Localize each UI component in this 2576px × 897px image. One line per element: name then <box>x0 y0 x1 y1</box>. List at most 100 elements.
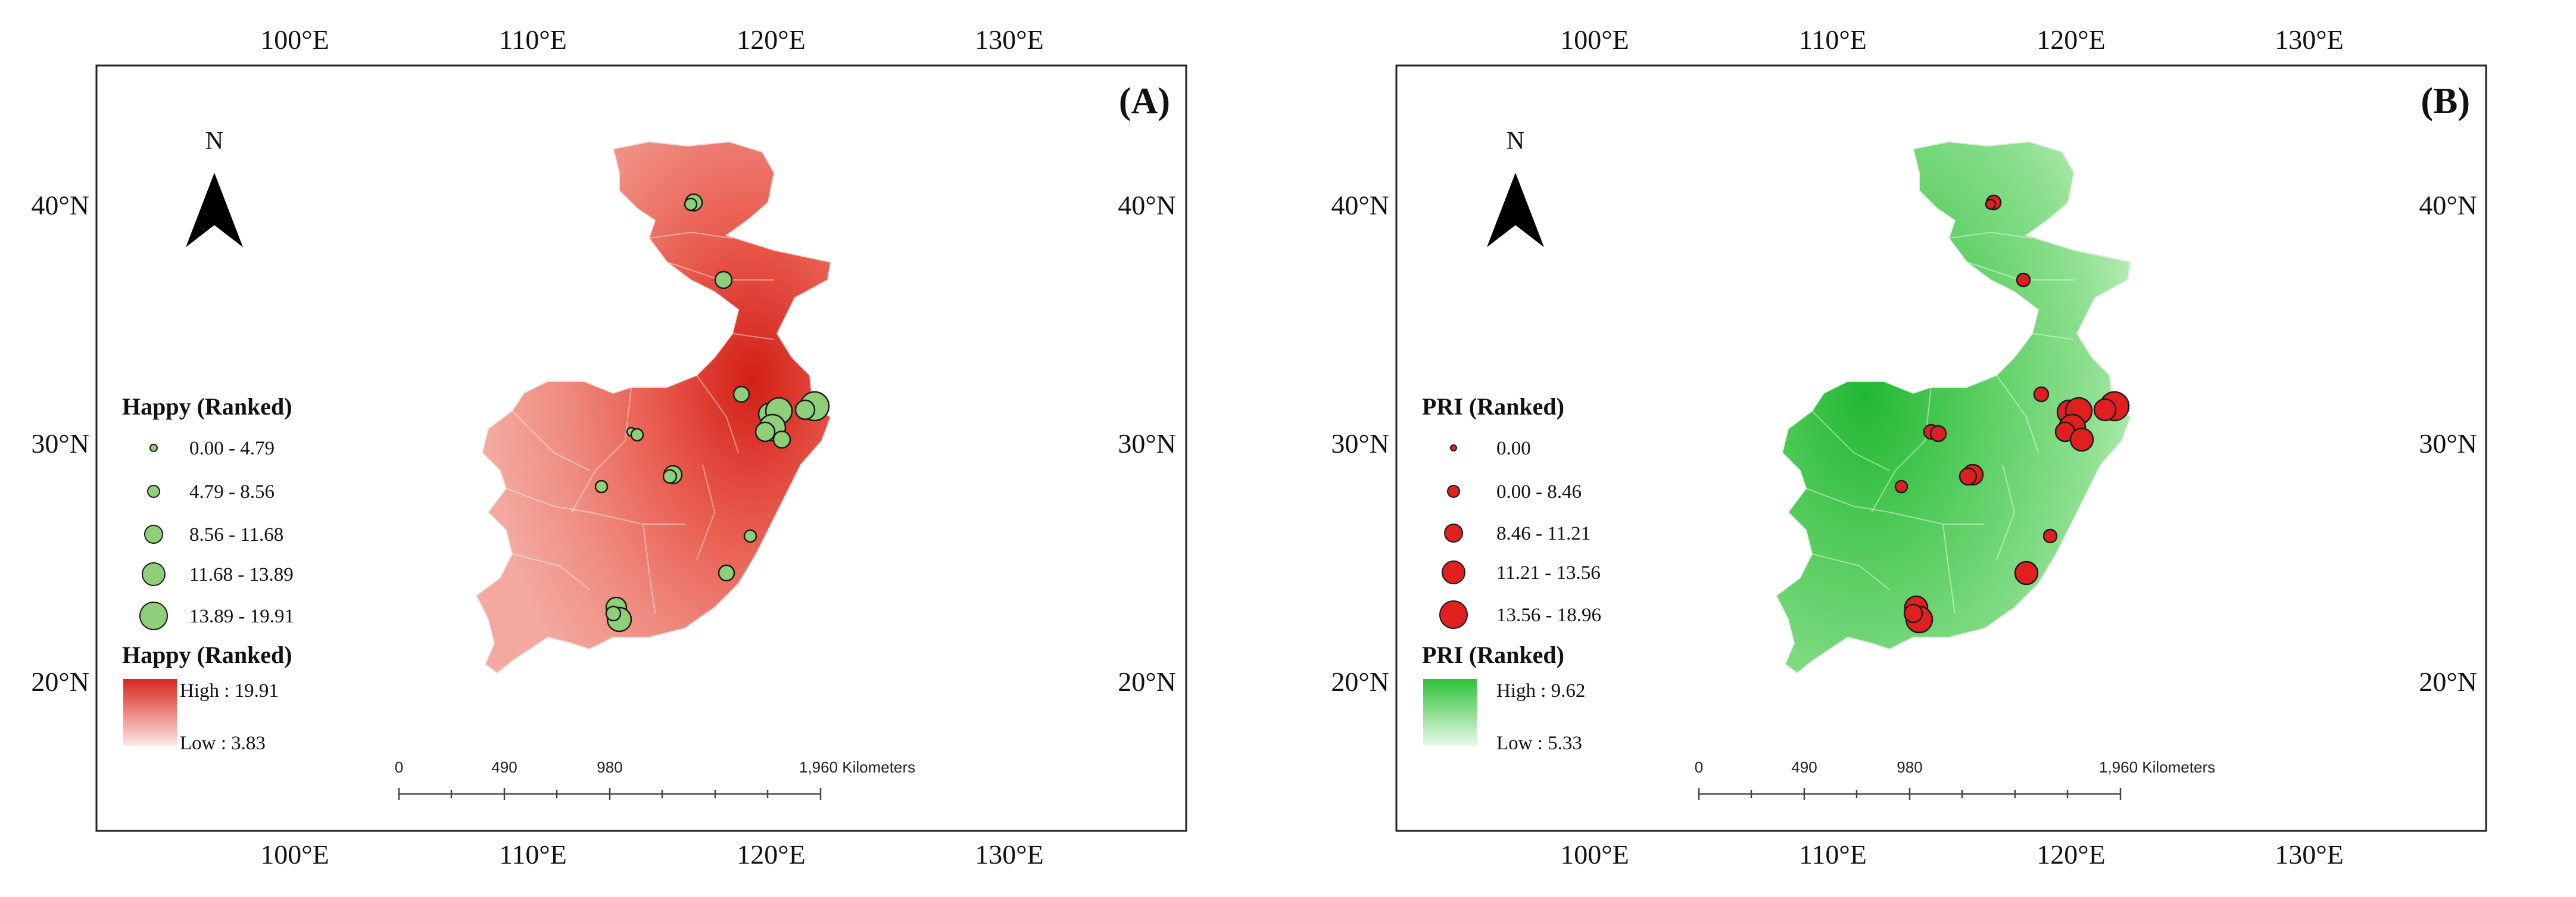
map-panel-happy: 100°E 110°E 120°E 130°E 100°E 110°E 120°… <box>31 24 1187 870</box>
north-label: N <box>1507 127 1524 155</box>
region-surface <box>1775 141 2132 674</box>
tick-label: 100°E <box>260 24 329 55</box>
scale-label: 0 <box>395 758 403 776</box>
tick-label: 30°N <box>1118 428 1176 459</box>
scale-label: 1,960 Kilometers <box>2099 758 2215 776</box>
city-point <box>772 430 791 449</box>
legend-item: 8.46 - 11.21 <box>1496 523 1590 544</box>
legend-symbol <box>1450 444 1457 451</box>
tick-label: 130°E <box>975 839 1044 870</box>
region-surface <box>475 141 832 674</box>
city-points <box>1894 194 2130 634</box>
tick-label: 130°E <box>2275 839 2344 870</box>
legend-symbol <box>1444 524 1463 543</box>
panel-label: (B) <box>2421 81 2470 122</box>
tick-label: 40°N <box>2419 190 2477 220</box>
legend-title: Happy (Ranked) <box>122 393 292 420</box>
legend-symbol <box>142 562 166 586</box>
legend-item: 13.56 - 18.96 <box>1496 605 1601 626</box>
city-points <box>594 193 830 633</box>
scale-bar: 0 490 980 1,960 Kilometers <box>395 758 915 800</box>
legend-high: High : 19.91 <box>180 680 279 702</box>
tick-label: 40°N <box>1331 190 1389 220</box>
legend-title: PRI (Ranked) <box>1422 393 1564 420</box>
city-point <box>684 197 698 211</box>
north-arrow-icon: N <box>1487 127 1544 247</box>
tick-label: 20°N <box>1331 666 1389 697</box>
city-point <box>1894 479 1908 494</box>
tick-label: 20°N <box>1118 666 1176 697</box>
city-point <box>1903 603 1923 624</box>
legend-item: 0.00 - 4.79 <box>189 438 275 459</box>
tick-label: 120°E <box>2037 839 2106 870</box>
map-frame <box>1395 64 2487 832</box>
tick-label: 40°N <box>31 190 89 220</box>
surface-legend: Happy (Ranked) High : 19.91 Low : 3.83 <box>122 641 292 754</box>
city-point <box>2014 560 2039 585</box>
right-latitude-ticks: 40°N 30°N 20°N <box>1118 190 1176 697</box>
panel-label: (A) <box>1119 81 1170 122</box>
city-point <box>662 469 678 484</box>
legend-symbol <box>1447 485 1460 498</box>
tick-label: 30°N <box>2419 428 2477 459</box>
map-panel-pri: 100°E 110°E 120°E 130°E 100°E 110°E 120°… <box>1331 24 2487 870</box>
bottom-longitude-ticks: 100°E 110°E 120°E 130°E <box>260 839 1044 870</box>
city-point <box>2069 427 2094 452</box>
north-label: N <box>205 127 223 155</box>
legend-item: 13.89 - 19.91 <box>189 606 294 627</box>
tick-label: 100°E <box>1560 839 1629 870</box>
legend-symbol <box>1442 560 1465 584</box>
north-arrow-icon: N <box>186 127 243 247</box>
scale-label: 0 <box>1695 758 1703 776</box>
city-point <box>2093 398 2117 422</box>
city-point <box>2042 528 2058 544</box>
scale-label: 490 <box>1791 758 1817 776</box>
tick-label: 120°E <box>737 24 806 55</box>
city-point <box>718 564 735 582</box>
tick-label: 120°E <box>737 839 806 870</box>
points-legend: PRI (Ranked) 0.00 0.00 - 8.46 8.46 - 11.… <box>1422 393 1601 629</box>
legend-title: PRI (Ranked) <box>1422 641 1564 668</box>
legend-symbol <box>139 602 168 630</box>
tick-label: 110°E <box>499 839 567 870</box>
scale-label: 980 <box>597 758 622 776</box>
legend-item: 0.00 <box>1496 438 1531 459</box>
city-point <box>2016 272 2031 288</box>
scale-label: 980 <box>1897 758 1922 776</box>
legend-item: 11.68 - 13.89 <box>189 564 294 585</box>
map-frame <box>95 64 1187 832</box>
tick-label: 100°E <box>1560 24 1629 55</box>
tick-label: 130°E <box>2275 24 2344 55</box>
tick-label: 120°E <box>2037 24 2106 55</box>
surface-legend: PRI (Ranked) High : 9.62 Low : 5.33 <box>1422 641 1585 754</box>
legend-high: High : 9.62 <box>1496 680 1585 702</box>
tick-label: 30°N <box>1331 428 1389 459</box>
city-point <box>714 270 733 289</box>
legend-symbol <box>147 485 160 498</box>
top-longitude-ticks: 100°E 110°E 120°E 130°E <box>1560 24 2344 55</box>
legend-symbol <box>144 525 163 544</box>
legend-low: Low : 3.83 <box>180 733 266 754</box>
legend-symbol <box>1439 600 1468 629</box>
left-latitude-ticks: 40°N 30°N 20°N <box>31 190 89 697</box>
legend-title: Happy (Ranked) <box>122 641 292 668</box>
tick-label: 110°E <box>499 24 567 55</box>
tick-label: 40°N <box>1118 190 1176 220</box>
scale-bar: 0 490 980 1,960 Kilometers <box>1695 758 2215 800</box>
tick-label: 20°N <box>2419 666 2477 697</box>
right-latitude-ticks: 40°N 30°N 20°N <box>2419 190 2477 697</box>
legend-low: Low : 5.33 <box>1496 733 1582 754</box>
gradient-swatch <box>1423 679 1477 746</box>
top-longitude-ticks: 100°E 110°E 120°E 130°E <box>260 24 1044 55</box>
city-point <box>2033 386 2050 403</box>
points-legend: Happy (Ranked) 0.00 - 4.79 4.79 - 8.56 8… <box>122 393 294 630</box>
city-point <box>754 421 776 443</box>
gradient-swatch <box>123 679 177 746</box>
tick-label: 110°E <box>1799 839 1867 870</box>
city-point <box>594 479 609 494</box>
legend-item: 8.56 - 11.68 <box>189 524 283 546</box>
city-point <box>732 385 750 403</box>
tick-label: 100°E <box>260 839 329 870</box>
city-point <box>1929 425 1947 443</box>
scale-label: 1,960 Kilometers <box>799 758 915 776</box>
